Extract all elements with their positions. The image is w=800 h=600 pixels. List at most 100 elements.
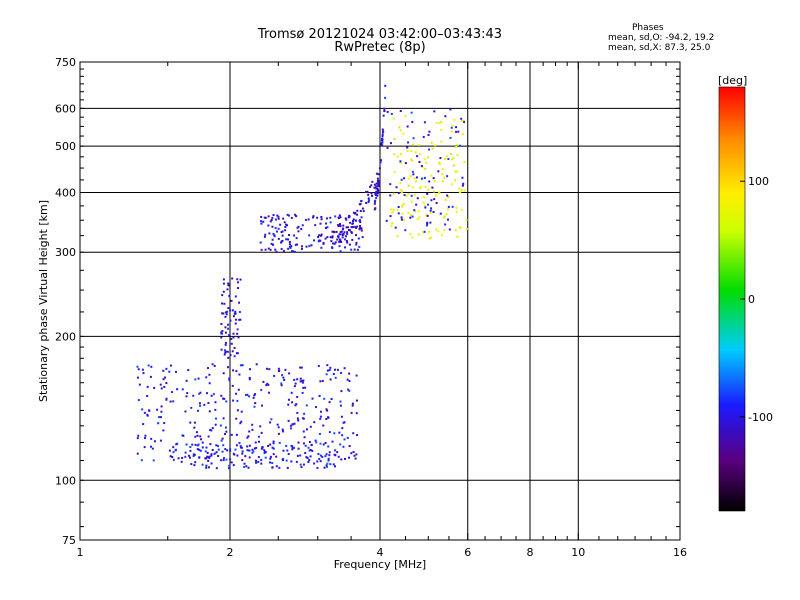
data-point (381, 139, 384, 142)
data-point (381, 131, 384, 134)
chart-title-line1: Tromsø 20121024 03:42:00–03:43:43 (257, 27, 503, 42)
data-point (396, 235, 399, 238)
data-point (339, 400, 342, 403)
data-point (297, 447, 300, 450)
data-point (296, 378, 299, 381)
data-point (370, 192, 373, 195)
data-point (270, 242, 273, 245)
data-point (299, 366, 302, 369)
data-point (248, 444, 251, 447)
data-point (409, 216, 412, 219)
data-point (462, 133, 465, 136)
colorbar-title: [deg] (718, 74, 747, 87)
data-point (373, 200, 376, 203)
data-point (337, 235, 340, 238)
data-point (229, 458, 232, 461)
data-point (151, 447, 154, 450)
data-point (302, 386, 305, 389)
data-point (359, 224, 362, 227)
data-point (452, 156, 455, 159)
data-point (189, 456, 192, 459)
data-point (205, 376, 208, 379)
data-point (214, 452, 217, 455)
phase-o-stats: mean, sd,O: -94.2, 19.2 (608, 33, 715, 43)
data-point (252, 396, 255, 399)
data-point (231, 277, 234, 280)
data-point (251, 448, 254, 451)
data-point (326, 409, 329, 412)
data-point (276, 230, 279, 233)
data-point (318, 432, 321, 435)
data-point (169, 364, 172, 367)
data-point (342, 445, 345, 448)
data-point (347, 388, 350, 391)
data-point (163, 422, 166, 425)
data-point (373, 208, 376, 211)
data-point (238, 373, 241, 376)
data-point (214, 423, 217, 426)
data-point (196, 434, 199, 437)
data-point (401, 204, 404, 207)
data-point (334, 376, 337, 379)
data-point (189, 449, 192, 452)
data-point (211, 449, 214, 452)
data-point (233, 453, 236, 456)
data-point (352, 218, 355, 221)
data-point (334, 215, 337, 218)
data-point (344, 235, 347, 238)
data-point (443, 216, 446, 219)
data-point (365, 202, 368, 205)
data-point (348, 215, 351, 218)
data-point (257, 460, 260, 463)
data-point (235, 417, 238, 420)
data-point (293, 385, 296, 388)
data-point (296, 243, 299, 246)
data-point (227, 323, 230, 326)
data-point (403, 194, 406, 197)
data-point (451, 124, 454, 127)
data-point (230, 299, 233, 302)
data-point (226, 310, 229, 313)
data-point (210, 454, 213, 457)
data-point (290, 424, 293, 427)
data-point (272, 440, 275, 443)
data-point (156, 408, 159, 411)
data-point (326, 364, 329, 367)
x-tick-label: 8 (527, 546, 534, 559)
data-point (198, 448, 201, 451)
data-point (262, 220, 265, 223)
data-point (230, 342, 233, 345)
data-point (410, 200, 413, 203)
data-point (346, 378, 349, 381)
data-point (407, 193, 410, 196)
data-point (282, 430, 285, 433)
data-point (350, 231, 353, 234)
data-point (175, 443, 178, 446)
data-point (379, 161, 382, 164)
data-point (291, 250, 294, 253)
data-point (373, 183, 376, 186)
data-point (341, 427, 344, 430)
data-point (220, 459, 223, 462)
data-point (277, 215, 280, 218)
data-point (327, 416, 330, 419)
data-point (206, 367, 209, 370)
data-point (443, 215, 446, 218)
data-point (207, 435, 210, 438)
data-point (277, 237, 280, 240)
data-point (423, 176, 426, 179)
data-point (288, 234, 291, 237)
data-point (336, 368, 339, 371)
data-point (268, 368, 271, 371)
data-point (141, 408, 144, 411)
data-point (351, 226, 354, 229)
data-point (194, 435, 197, 438)
data-point (272, 453, 275, 456)
data-point (246, 445, 249, 448)
y-tick-label: 500 (55, 140, 76, 153)
data-point (328, 369, 331, 372)
data-point (165, 382, 168, 385)
data-point (377, 183, 380, 186)
data-point (371, 194, 374, 197)
data-point (357, 237, 360, 240)
